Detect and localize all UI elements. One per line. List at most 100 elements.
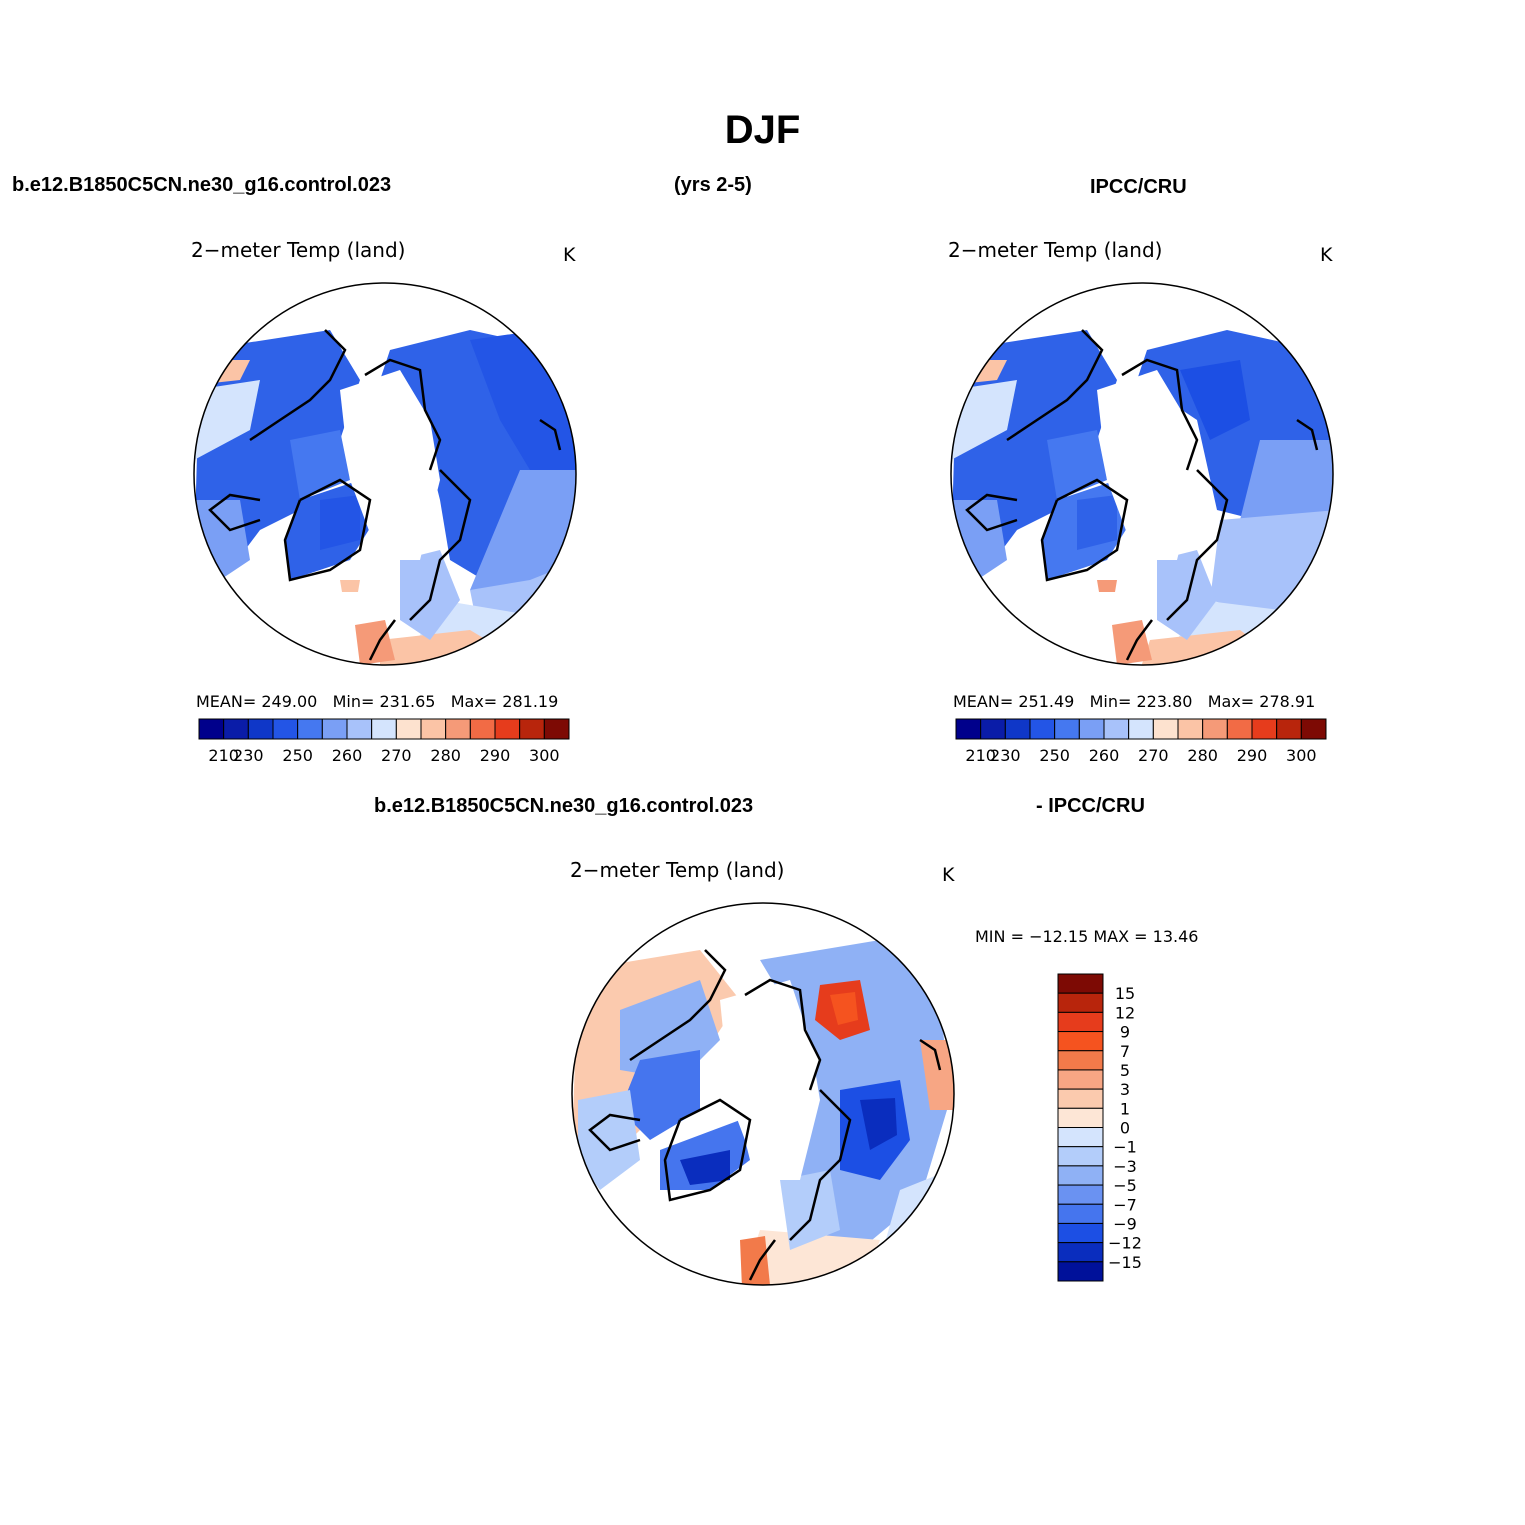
colorbar-swatch (247, 718, 274, 740)
colorbar-swatch (1057, 992, 1104, 1013)
min-label: Min= (332, 692, 375, 711)
colorbar-swatch (1029, 718, 1056, 740)
diff-minmax: MIN = −12.15 MAX = 13.46 (975, 927, 1199, 946)
model-polar-map (193, 282, 577, 666)
colorbar-swatch (1057, 1069, 1104, 1090)
colorbar-tick-label: 290 (480, 746, 511, 765)
colorbar-swatch (198, 718, 225, 740)
mean-label: MEAN= (196, 692, 257, 711)
colorbar-swatch (1057, 1107, 1104, 1128)
colorbar-swatch (445, 718, 471, 740)
colorbar-tick-label: 270 (1138, 746, 1169, 765)
colorbar-tick-label: 280 (430, 746, 461, 765)
colorbar-swatch (1057, 1242, 1104, 1263)
colorbar-tick-label: 290 (1237, 746, 1268, 765)
colorbar-swatch (1103, 718, 1130, 740)
diff-polar-map (571, 902, 955, 1286)
colorbar-tick-label: 250 (282, 746, 313, 765)
colorbar-tick-label: 12 (1115, 1003, 1135, 1022)
colorbar-tick-label: 9 (1120, 1023, 1130, 1042)
colorbar-swatch (1226, 718, 1253, 740)
diff-obs-label: - IPCC/CRU (1036, 795, 1145, 817)
colorbar-swatch (980, 718, 1006, 740)
case-name-header: b.e12.B1850C5CN.ne30_g16.control.023 (12, 174, 392, 196)
colorbar-swatch (1057, 1088, 1104, 1109)
colorbar-swatch (1057, 1261, 1104, 1282)
colorbar-tick-label: 270 (381, 746, 412, 765)
colorbar-swatch (395, 718, 422, 740)
colorbar-tick-label: 1 (1120, 1099, 1130, 1118)
colorbar-swatch (1251, 718, 1278, 740)
min-label: Min= (1089, 692, 1132, 711)
colorbar-tick-label: 300 (1286, 746, 1317, 765)
colorbar-swatch (223, 718, 249, 740)
colorbar-swatch (519, 718, 545, 740)
colorbar-tick-label: 280 (1187, 746, 1218, 765)
model-panel-units: K (563, 244, 576, 266)
max-label: Max= (450, 692, 498, 711)
colorbar-tick-label: −3 (1113, 1157, 1137, 1176)
obs-panel-units: K (1320, 244, 1333, 266)
colorbar-tick-label: 260 (332, 746, 363, 765)
colorbar-tick-label: −9 (1113, 1214, 1137, 1233)
colorbar-tick-label: 7 (1120, 1042, 1130, 1061)
colorbar-tick-label: −7 (1113, 1195, 1137, 1214)
colorbar-swatch (1057, 1165, 1104, 1186)
colorbar-swatch (469, 718, 496, 740)
colorbar-tick-label: 3 (1120, 1080, 1130, 1099)
max-value: 281.19 (502, 692, 559, 711)
colorbar-tick-label: 230 (233, 746, 264, 765)
colorbar-swatch (1276, 718, 1302, 740)
colorbar-swatch (1057, 1184, 1104, 1205)
max-value: 278.91 (1259, 692, 1316, 711)
colorbar-swatch (955, 718, 982, 740)
colorbar-tick-label: 0 (1120, 1119, 1130, 1138)
colorbar-swatch (1057, 1203, 1104, 1224)
figure-title: DJF (724, 108, 801, 152)
colorbar-swatch (1300, 718, 1327, 740)
colorbar-swatch (1128, 718, 1154, 740)
obs-stats: MEAN= 251.49 Min= 223.80 Max= 278.91 (953, 692, 1315, 711)
colorbar-tick-label: 210 (965, 746, 996, 765)
colorbar-tick-label: 230 (990, 746, 1021, 765)
colorbar-swatch (1057, 1050, 1104, 1071)
years-header: (yrs 2-5) (674, 174, 752, 196)
colorbar-swatch (321, 718, 348, 740)
colorbar-swatch (1152, 718, 1179, 740)
max-label: Max= (1207, 692, 1255, 711)
colorbar-swatch (543, 718, 570, 740)
colorbar-tick-label: 5 (1120, 1061, 1130, 1080)
diff-case-label: b.e12.B1850C5CN.ne30_g16.control.023 (374, 795, 754, 817)
colorbar-swatch (1057, 1146, 1104, 1167)
colorbar-swatch (272, 718, 299, 740)
colorbar-tick-label: −12 (1108, 1234, 1142, 1253)
colorbar-tick-label: 210 (208, 746, 239, 765)
colorbar-swatch (371, 718, 397, 740)
model-panel-title: 2−meter Temp (land) (191, 238, 406, 262)
colorbar-swatch (494, 718, 521, 740)
obs-name-header: IPCC/CRU (1090, 176, 1187, 198)
colorbar-tick-label: −15 (1108, 1253, 1142, 1272)
colorbar-swatch (1177, 718, 1204, 740)
colorbar-tick-label: 250 (1039, 746, 1070, 765)
mean-value: 249.00 (261, 692, 318, 711)
colorbar-swatch (346, 718, 373, 740)
model-stats: MEAN= 249.00 Min= 231.65 Max= 281.19 (196, 692, 558, 711)
colorbar-swatch (1078, 718, 1105, 740)
colorbar-swatch (1057, 1011, 1104, 1033)
mean-value: 251.49 (1018, 692, 1075, 711)
colorbar-swatch (1057, 1222, 1104, 1244)
diff-panel-units: K (942, 864, 955, 886)
mean-label: MEAN= (953, 692, 1014, 711)
obs-panel-title: 2−meter Temp (land) (948, 238, 1163, 262)
colorbar-tick-label: 300 (529, 746, 560, 765)
colorbar-swatch (420, 718, 447, 740)
colorbar-swatch (1057, 973, 1104, 994)
colorbar-tick-label: 260 (1089, 746, 1120, 765)
obs-polar-map (950, 282, 1334, 666)
